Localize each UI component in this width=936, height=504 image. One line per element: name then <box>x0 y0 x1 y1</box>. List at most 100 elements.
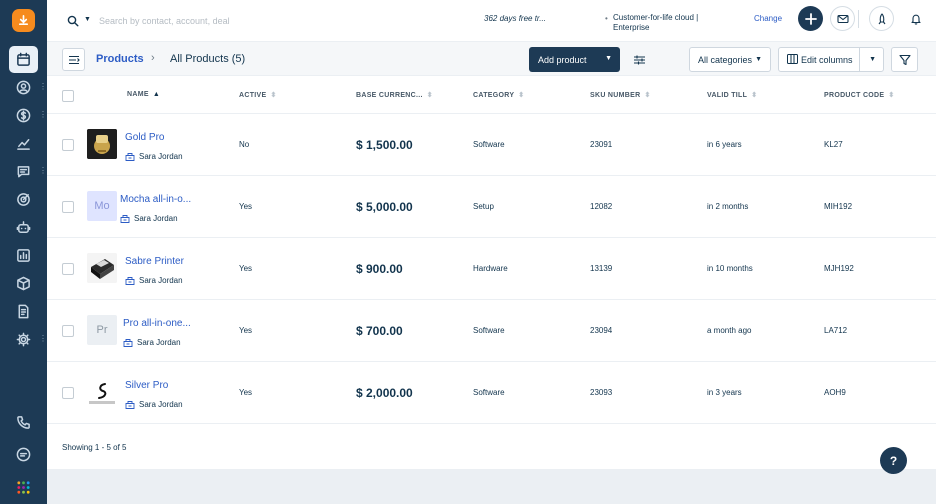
gold-product-image <box>87 129 117 159</box>
product-owner: Sara Jordan <box>125 399 183 409</box>
nav-campaigns-icon[interactable] <box>9 186 38 213</box>
rocket-icon <box>878 12 885 24</box>
cell-sku: 23094 <box>590 326 613 335</box>
product-name-link[interactable]: Sabre Printer <box>125 256 184 267</box>
product-name-link[interactable]: Mocha all-in-o... <box>120 194 192 205</box>
mail-icon <box>836 14 849 23</box>
cell-valid-till: a month ago <box>707 326 752 335</box>
nav-deals-more-icon[interactable]: ⋮ <box>39 110 47 119</box>
quick-add-button[interactable] <box>798 6 823 31</box>
nav-settings-icon[interactable] <box>9 326 38 353</box>
select-all-checkbox[interactable] <box>62 90 74 102</box>
table-row[interactable]: Pr Pro all-in-one... Sara Jordan Yes $ 7… <box>47 300 936 362</box>
sort-icon: ⬍ <box>518 92 525 99</box>
cell-sku: 13139 <box>590 264 613 273</box>
cell-product-code: KL27 <box>824 140 843 149</box>
nav-chat-icon[interactable] <box>9 441 38 468</box>
sort-ascending-icon: ▲ <box>152 91 161 98</box>
search-scope-dropdown-icon[interactable]: ▼ <box>84 16 91 23</box>
cell-active: Yes <box>239 202 253 211</box>
edit-columns-button[interactable]: Edit columns ▼ <box>778 47 884 72</box>
search-icon[interactable] <box>67 15 79 27</box>
column-header-sku-number[interactable]: SKU NUMBER ⬍ <box>590 92 651 99</box>
nav-conversations-more-icon[interactable]: ⋮ <box>39 166 47 175</box>
add-product-button[interactable]: Add product ▼ <box>529 47 620 72</box>
cell-product-code: AOH9 <box>824 388 846 397</box>
cell-valid-till: in 3 years <box>707 388 742 397</box>
sort-icon: ⬍ <box>644 92 651 99</box>
product-name-link[interactable]: Gold Pro <box>125 132 165 143</box>
cell-price: $ 5,000.00 <box>356 200 413 214</box>
nav-documents-icon[interactable] <box>9 298 38 325</box>
row-checkbox[interactable] <box>62 325 74 337</box>
help-button[interactable]: ? <box>880 447 907 474</box>
row-checkbox[interactable] <box>62 139 74 151</box>
nav-products-icon[interactable] <box>9 270 38 297</box>
table-row[interactable]: Mo Mocha all-in-o... Sara Jordan Yes $ 5… <box>47 176 936 238</box>
cell-category: Hardware <box>473 264 508 273</box>
row-checkbox[interactable] <box>62 201 74 213</box>
list-menu-icon <box>68 55 80 64</box>
breadcrumb-products-link[interactable]: Products <box>96 53 144 65</box>
nav-deals-icon[interactable] <box>9 102 38 129</box>
add-product-dropdown-icon[interactable]: ▼ <box>605 55 612 62</box>
products-toolbar: Products › All Products (5) Add product … <box>47 42 936 76</box>
column-header-active[interactable]: ACTIVE ⬍ <box>239 92 277 99</box>
column-header-valid-till[interactable]: VALID TILL ⬍ <box>707 92 758 99</box>
product-name-link[interactable]: Silver Pro <box>125 380 169 391</box>
nav-bots-icon[interactable] <box>9 214 38 241</box>
column-header-category[interactable]: CATEGORY ⬍ <box>473 92 525 99</box>
app-logo[interactable] <box>12 9 35 32</box>
cell-active: Yes <box>239 388 253 397</box>
nav-conversations-icon[interactable] <box>9 158 38 185</box>
notifications-button[interactable] <box>903 6 928 31</box>
column-header-base-currency[interactable]: BASE CURRENC... ⬍ <box>356 92 433 99</box>
owner-icon <box>123 339 133 347</box>
edit-columns-divider <box>859 48 860 71</box>
nav-settings-more-icon[interactable]: ⋮ <box>39 334 47 343</box>
product-owner: Sara Jordan <box>125 151 183 161</box>
cell-valid-till: in 10 months <box>707 264 753 273</box>
filter-icon <box>898 54 911 65</box>
owner-icon <box>125 153 135 161</box>
sort-icon: ⬍ <box>751 92 758 99</box>
change-plan-link[interactable]: Change <box>754 14 783 23</box>
nav-analytics-icon[interactable] <box>9 130 38 157</box>
sidebar: ⋮ ⋮ ⋮ ⋮ <box>0 0 47 504</box>
cell-sku: 23091 <box>590 140 613 149</box>
email-button[interactable] <box>830 6 855 31</box>
freddy-ai-button[interactable] <box>869 6 894 31</box>
plan-bullet: • <box>605 14 608 23</box>
page-title: All Products (5) <box>170 53 246 65</box>
cell-active: Yes <box>239 326 253 335</box>
table-row[interactable]: Silver Pro Sara Jordan Yes $ 2,000.00 So… <box>47 362 936 424</box>
cell-product-code: LA712 <box>824 326 848 335</box>
table-header-row: NAME ▲ ACTIVE ⬍ BASE CURRENC... ⬍ CATEGORY ⬍… <box>47 77 936 114</box>
category-select[interactable]: All categories ▼ <box>689 47 771 72</box>
row-checkbox[interactable] <box>62 263 74 275</box>
list-menu-button[interactable] <box>62 48 85 71</box>
table-row[interactable]: Gold Pro Sara Jordan No $ 1,500.00 Softw… <box>47 114 936 176</box>
table-row[interactable]: Sabre Printer Sara Jordan Yes $ 900.00 H… <box>47 238 936 300</box>
nav-contacts-more-icon[interactable]: ⋮ <box>39 82 47 91</box>
product-owner: Sara Jordan <box>120 213 178 223</box>
row-checkbox[interactable] <box>62 387 74 399</box>
cell-category: Setup <box>473 202 494 211</box>
freshworks-logo-icon <box>18 15 29 26</box>
nav-phone-icon[interactable] <box>9 409 38 436</box>
column-header-product-code[interactable]: PRODUCT CODE ⬍ <box>824 92 895 99</box>
product-name-link[interactable]: Pro all-in-one... <box>123 318 191 329</box>
global-search-input[interactable] <box>99 12 299 30</box>
nav-calendar-icon[interactable] <box>9 46 38 73</box>
nav-apps-grid-icon[interactable] <box>9 474 38 501</box>
view-settings-button[interactable] <box>627 47 651 72</box>
cell-category: Software <box>473 326 505 335</box>
bell-icon <box>910 14 921 25</box>
edit-columns-dropdown-icon[interactable]: ▼ <box>869 56 876 63</box>
cell-price: $ 700.00 <box>356 324 403 338</box>
nav-reports-icon[interactable] <box>9 242 38 269</box>
nav-contacts-icon[interactable] <box>9 74 38 101</box>
cell-active: No <box>239 140 250 149</box>
column-header-name[interactable]: NAME ▲ <box>127 91 161 98</box>
filter-button[interactable] <box>891 47 918 72</box>
